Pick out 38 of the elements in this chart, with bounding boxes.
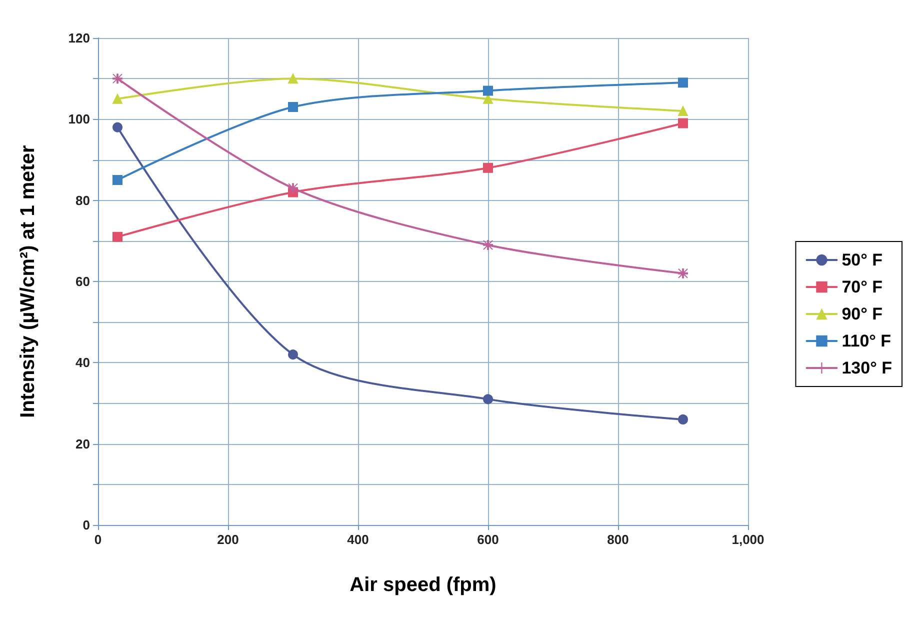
point xyxy=(112,74,122,84)
x-tick-label: 600 xyxy=(477,532,499,547)
x-tick-label: 200 xyxy=(217,532,239,547)
point xyxy=(678,268,688,278)
point xyxy=(288,183,298,194)
point xyxy=(678,78,688,88)
y-tick-label: 100 xyxy=(68,112,90,127)
y-tick-label: 0 xyxy=(82,518,90,532)
point xyxy=(288,102,298,112)
legend-label: 70° F xyxy=(842,278,883,296)
legend-label: 130° F xyxy=(842,358,892,378)
point xyxy=(678,414,688,424)
y-tick-label: 60 xyxy=(76,274,90,289)
point xyxy=(678,106,688,116)
legend-label: 110° F xyxy=(842,332,892,350)
point xyxy=(678,118,688,128)
y-tick-label: 20 xyxy=(76,436,90,452)
y-tick-label: 120 xyxy=(68,30,90,46)
point xyxy=(288,350,298,360)
x-tick-label: 1,000 xyxy=(732,532,764,547)
legend-label: 90° F xyxy=(842,304,883,324)
point xyxy=(483,162,493,173)
y-axis-title: Intensity (µW/cm²) at 1 meter xyxy=(17,144,39,418)
x-tick-label: 0 xyxy=(94,532,102,547)
point xyxy=(112,232,122,242)
point xyxy=(483,86,493,96)
point xyxy=(288,74,298,84)
legend-label: 50° F xyxy=(842,250,883,270)
point xyxy=(112,175,122,186)
point xyxy=(483,394,493,404)
x-tick-label: 400 xyxy=(347,532,369,547)
x-tick-label: 800 xyxy=(607,532,629,547)
x-axis-title: Air speed (fpm) xyxy=(350,574,496,596)
y-tick-label: 80 xyxy=(76,192,90,208)
point xyxy=(112,94,122,104)
y-tick-label: 40 xyxy=(76,355,90,370)
point xyxy=(112,122,122,132)
point xyxy=(483,240,493,250)
